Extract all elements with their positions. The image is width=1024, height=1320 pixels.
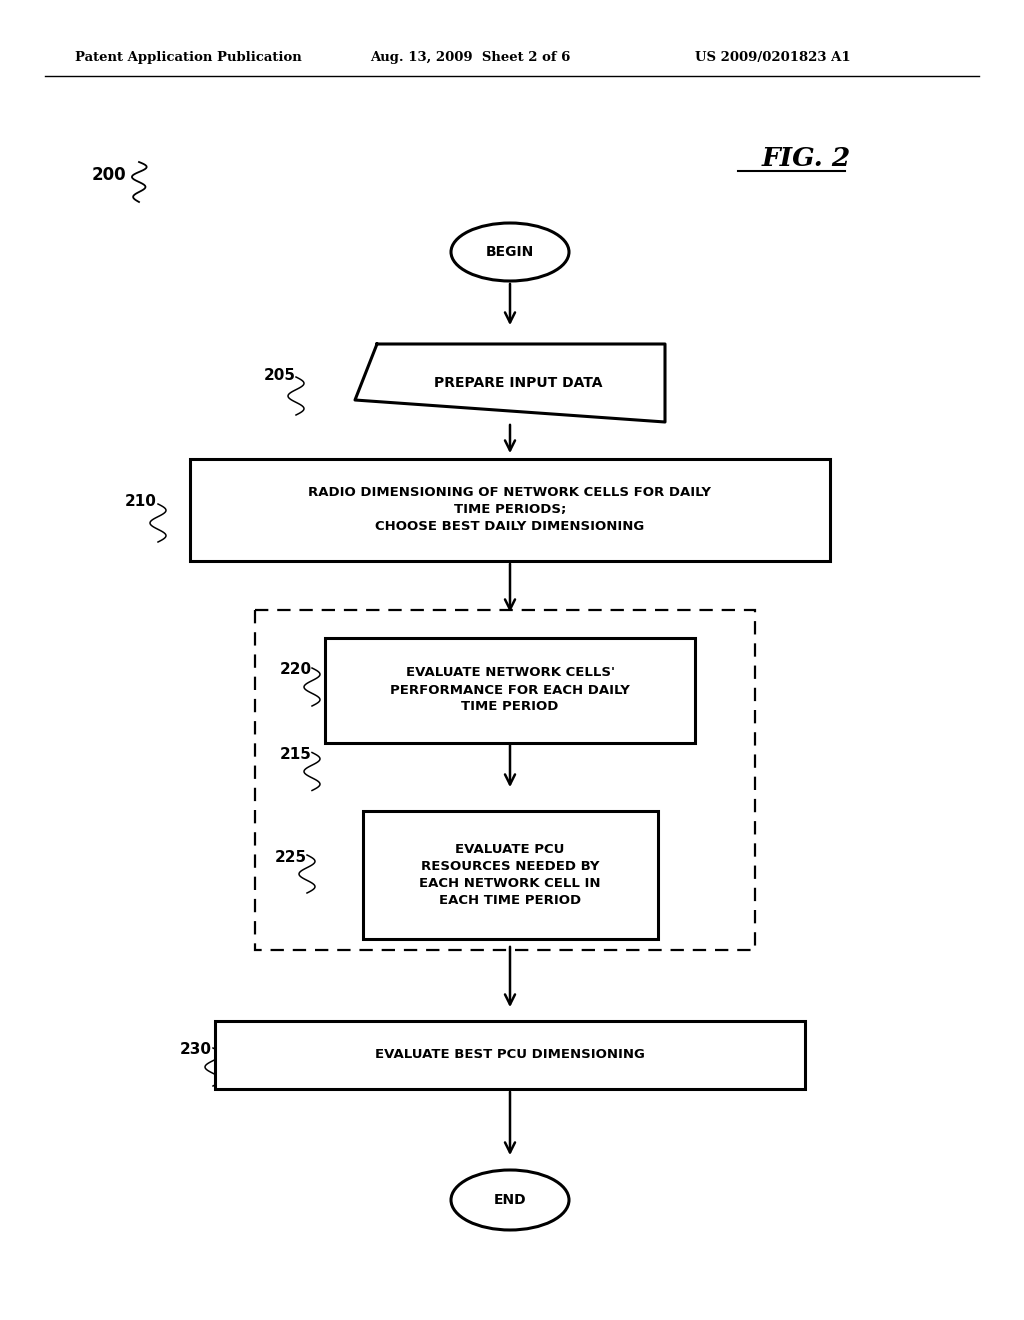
Text: EVALUATE PCU
RESOURCES NEEDED BY
EACH NETWORK CELL IN
EACH TIME PERIOD: EVALUATE PCU RESOURCES NEEDED BY EACH NE…	[419, 843, 601, 907]
Bar	[215, 1020, 805, 1089]
Text: 205: 205	[264, 367, 296, 383]
Text: EVALUATE BEST PCU DIMENSIONING: EVALUATE BEST PCU DIMENSIONING	[375, 1048, 645, 1061]
Bar	[255, 610, 755, 950]
Text: EVALUATE NETWORK CELLS'
PERFORMANCE FOR EACH DAILY
TIME PERIOD: EVALUATE NETWORK CELLS' PERFORMANCE FOR …	[390, 667, 630, 714]
Bar	[190, 459, 830, 561]
Text: US 2009/0201823 A1: US 2009/0201823 A1	[695, 50, 851, 63]
Text: Patent Application Publication: Patent Application Publication	[75, 50, 302, 63]
Bar	[362, 810, 657, 939]
Text: Aug. 13, 2009  Sheet 2 of 6: Aug. 13, 2009 Sheet 2 of 6	[370, 50, 570, 63]
Text: 210: 210	[125, 495, 157, 510]
Text: RADIO DIMENSIONING OF NETWORK CELLS FOR DAILY
TIME PERIODS;
CHOOSE BEST DAILY DI: RADIO DIMENSIONING OF NETWORK CELLS FOR …	[308, 487, 712, 533]
Text: BEGIN: BEGIN	[485, 246, 535, 259]
Text: FIG. 2: FIG. 2	[762, 145, 851, 170]
Bar	[325, 638, 695, 742]
Text: 220: 220	[280, 663, 312, 677]
Text: 225: 225	[275, 850, 307, 865]
Text: PREPARE INPUT DATA: PREPARE INPUT DATA	[434, 376, 602, 389]
Text: 200: 200	[92, 166, 127, 183]
Polygon shape	[355, 345, 665, 422]
Text: 230: 230	[180, 1043, 212, 1057]
Text: 215: 215	[280, 747, 312, 762]
Ellipse shape	[451, 1170, 569, 1230]
Text: END: END	[494, 1193, 526, 1206]
Ellipse shape	[451, 223, 569, 281]
